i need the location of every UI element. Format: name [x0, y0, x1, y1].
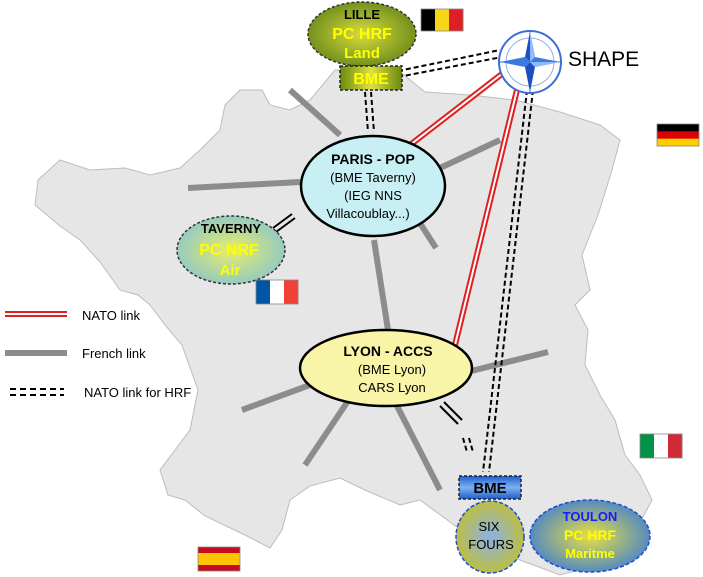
flag-germany — [656, 123, 700, 147]
legend-nato-hrf-link-label: NATO link for HRF — [84, 385, 191, 400]
lyon-line-1: (BME Lyon) — [358, 362, 426, 377]
shape-label: SHAPE — [568, 48, 639, 71]
taverny-node: TAVERNY PC NRF Air — [176, 215, 286, 285]
french-link-lyon-west — [240, 379, 320, 413]
paris-line-2: (IEG NNS — [344, 188, 402, 203]
nato-link-paris-shape — [408, 67, 509, 148]
paris-line-1: (BME Taverny) — [330, 170, 416, 185]
legend-french-link: French link — [5, 346, 146, 361]
bme-north-box: BME — [339, 65, 403, 91]
legend-nato-link-label: NATO link — [82, 308, 141, 323]
paris-title: PARIS - POP — [331, 151, 415, 167]
french-link-paris-lyon — [371, 239, 391, 331]
paris-node: PARIS - POP (BME Taverny) (IEG NNS Villa… — [299, 134, 447, 238]
hrf-link-taverny-paris — [272, 213, 296, 233]
compass-rose-icon — [498, 30, 562, 94]
six-fours-line-1: SIX — [479, 519, 500, 534]
taverny-title: TAVERNY — [201, 221, 262, 236]
lille-type: Land — [344, 45, 380, 62]
toulon-title: TOULON — [563, 509, 618, 524]
lille-role: PC HRF — [332, 26, 392, 43]
french-link-paris-east — [438, 137, 502, 171]
toulon-role: PC HRF — [564, 527, 617, 543]
legend-nato-hrf-link: NATO link for HRF — [10, 385, 191, 400]
six-fours-line-2: FOURS — [468, 537, 514, 552]
hrf-link-lille-shape — [397, 49, 503, 78]
french-link-paris-west — [187, 179, 301, 191]
toulon-type: Maritme — [565, 546, 615, 561]
bme-south-label: BME — [473, 480, 506, 497]
taverny-role: PC NRF — [199, 242, 259, 259]
legend-nato-link: NATO link — [5, 308, 141, 323]
hrf-link-lyon-solid — [439, 401, 463, 425]
lyon-line-2: CARS Lyon — [358, 380, 425, 395]
hrf-link-lyon-south — [462, 437, 474, 453]
legend: NATO link French link NATO link for HRF — [5, 308, 191, 400]
bme-south-box: BME — [458, 475, 522, 500]
flag-belgium — [420, 8, 464, 32]
legend-french-link-label: French link — [82, 346, 146, 361]
flag-france — [255, 279, 299, 305]
hrf-link-shape-south — [482, 89, 534, 473]
france-map — [34, 69, 653, 576]
nato-link-lyon-shape — [452, 89, 520, 346]
hrf-link-lille-paris — [364, 91, 375, 133]
taverny-type: Air — [220, 262, 241, 279]
toulon-node: TOULON PC HRF Maritme — [529, 499, 651, 573]
bme-north-label: BME — [353, 71, 389, 88]
lille-title: LILLE — [344, 7, 380, 22]
paris-line-3: Villacoublay...) — [326, 206, 409, 221]
flag-italy — [639, 433, 683, 459]
french-link-paris-lille — [287, 87, 343, 138]
french-link-lyon-sw — [302, 396, 353, 467]
french-link-lyon-s — [392, 400, 443, 492]
six-fours-node: SIX FOURS — [455, 500, 525, 574]
lyon-title: LYON - ACCS — [343, 343, 432, 359]
lille-node: LILLE PC HRF Land — [307, 1, 417, 67]
lyon-node: LYON - ACCS (BME Lyon) CARS Lyon — [298, 328, 474, 408]
flag-spain — [197, 546, 241, 572]
